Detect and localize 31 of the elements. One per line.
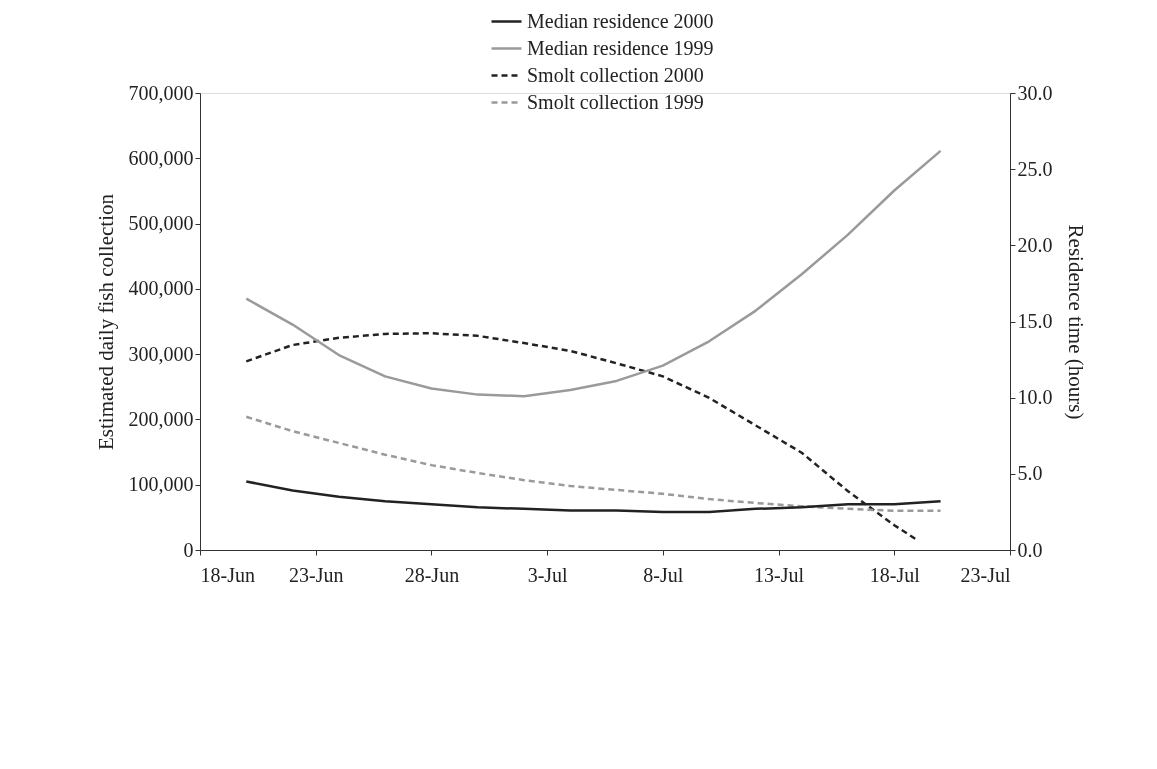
y-tick-label: 700,000 bbox=[128, 81, 194, 104]
x-tick-label: 18-Jul bbox=[869, 563, 921, 586]
y-tick-label: 400,000 bbox=[128, 277, 194, 300]
x-tick-label: 13-Jul bbox=[754, 563, 805, 586]
line-series bbox=[245, 149, 942, 398]
legend-label: Median residence 1999 bbox=[527, 36, 714, 59]
y2-tick-label: 20.0 bbox=[1017, 233, 1053, 256]
y-tick-label: 300,000 bbox=[128, 342, 194, 365]
y-tick-label: 500,000 bbox=[128, 212, 194, 235]
y-tick-label: 0 bbox=[183, 538, 194, 561]
y-tick-label: 600,000 bbox=[128, 146, 194, 169]
x-tick-label: 23-Jun bbox=[288, 563, 344, 586]
x-tick-label: 18-Jun bbox=[200, 563, 255, 586]
y2-axis-title: Residence time (hours) bbox=[1063, 224, 1088, 420]
y-axis-title: Estimated daily fish collection bbox=[93, 193, 118, 451]
y2-tick-label: 10.0 bbox=[1017, 386, 1053, 409]
x-tick-label: 8-Jul bbox=[643, 563, 684, 586]
y2-tick-label: 30.0 bbox=[1017, 81, 1053, 104]
legend-label: Smolt collection 1999 bbox=[527, 90, 704, 113]
y-tick-label: 100,000 bbox=[128, 473, 194, 496]
legend-label: Median residence 2000 bbox=[527, 9, 714, 32]
x-tick-label: 3-Jul bbox=[527, 563, 569, 586]
y2-tick-label: 25.0 bbox=[1017, 157, 1053, 180]
y2-tick-label: 0.0 bbox=[1017, 538, 1043, 561]
y2-tick-label: 5.0 bbox=[1017, 462, 1043, 485]
y-tick-label: 200,000 bbox=[128, 407, 194, 430]
y2-tick-label: 15.0 bbox=[1017, 310, 1053, 332]
x-tick-label: 23-Jul bbox=[960, 563, 1011, 586]
legend-label: Smolt collection 2000 bbox=[527, 63, 704, 86]
line-series bbox=[245, 415, 942, 513]
x-tick-label: 28-Jun bbox=[404, 563, 460, 586]
